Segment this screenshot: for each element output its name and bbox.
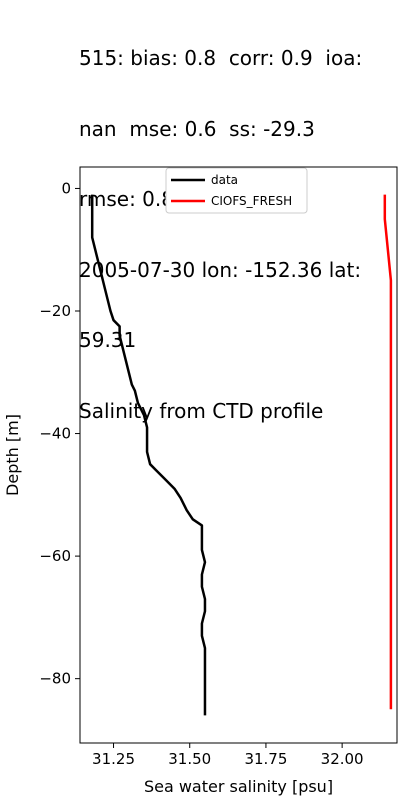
- plot-frame: [79, 166, 398, 744]
- title-line-1: 515: bias: 0.8 corr: 0.9 ioa:: [79, 46, 363, 70]
- x-tick-label: 31.50: [168, 750, 211, 768]
- x-tick-label: 32.00: [321, 750, 364, 768]
- title-line-6: Salinity from CTD profile: [79, 398, 324, 423]
- tick-layer: 31.25 31.50 31.75 32.00 0 −20 −40 −60 −80: [39, 179, 363, 768]
- y-tick-label: −60: [39, 547, 71, 565]
- legend-label-ciofs-fresh: CIOFS_FRESH: [211, 194, 292, 208]
- y-tick-label: −80: [39, 670, 71, 688]
- x-axis-label: Sea water salinity [psu]: [144, 777, 333, 796]
- series-line-ciofs-fresh: [383, 194, 393, 710]
- series-layer: [90, 194, 393, 716]
- y-axis-label: Depth [m]: [3, 414, 22, 496]
- legend: data CIOFS_FRESH: [165, 167, 308, 214]
- x-tick-label: 31.25: [92, 750, 135, 768]
- series-line-data: [90, 194, 207, 716]
- legend-label-data: data: [211, 173, 238, 187]
- title-line-2: nan mse: 0.6 ss: -29.3: [79, 116, 315, 141]
- y-tick-label: −20: [39, 302, 71, 320]
- y-tick-label: 0: [61, 179, 71, 197]
- title-line-4: 2005-07-30 lon: -152.36 lat:: [79, 257, 362, 282]
- x-tick-label: 31.75: [244, 750, 287, 768]
- y-tick-label: −40: [39, 425, 71, 443]
